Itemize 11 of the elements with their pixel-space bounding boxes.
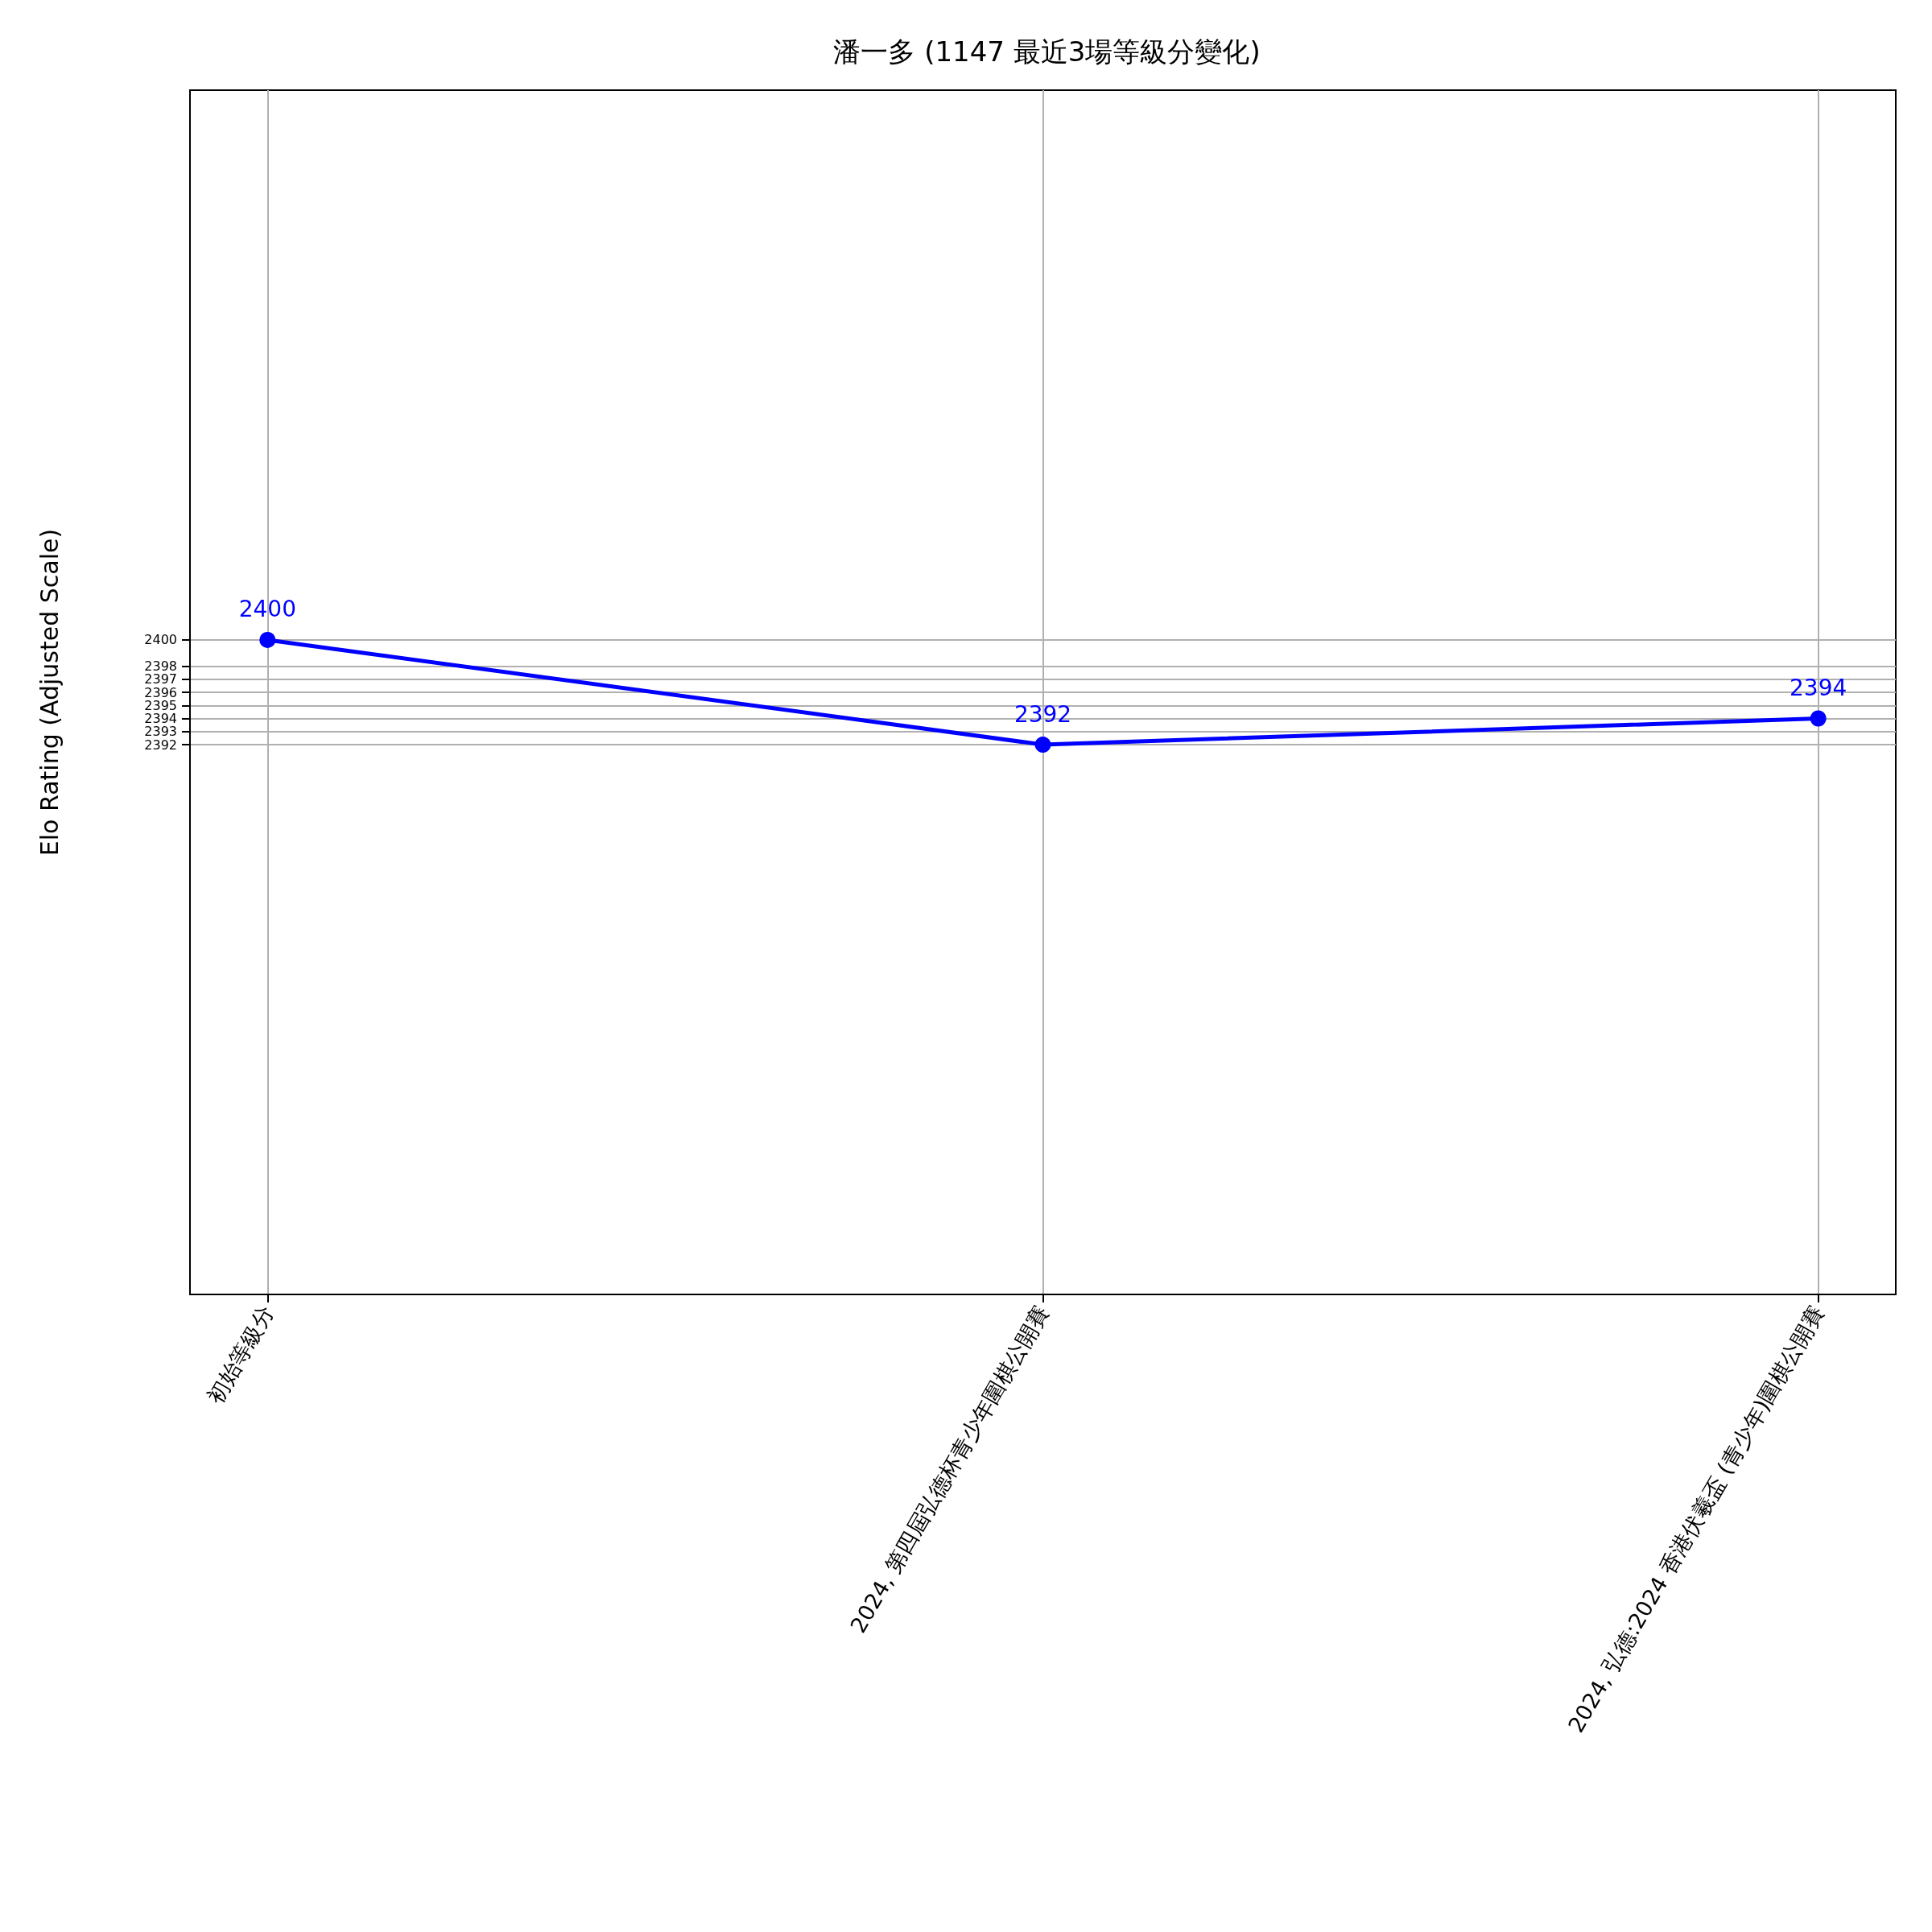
point <box>259 631 276 648</box>
y-tick-label: 2400 <box>144 632 177 648</box>
point <box>1810 710 1827 727</box>
y-tick-label: 2398 <box>144 658 177 674</box>
data-label: 2394 <box>1790 675 1847 702</box>
y-axis-title: Elo Rating (Adjusted Scale) <box>35 528 64 857</box>
data-label: 2400 <box>238 596 296 623</box>
chart-title: 潘一多 (1147 最近3場等級分變化) <box>833 35 1261 68</box>
x-tick-label: 初始等級分 <box>202 1301 279 1408</box>
data-label: 2392 <box>1013 700 1072 728</box>
point <box>1034 737 1051 753</box>
